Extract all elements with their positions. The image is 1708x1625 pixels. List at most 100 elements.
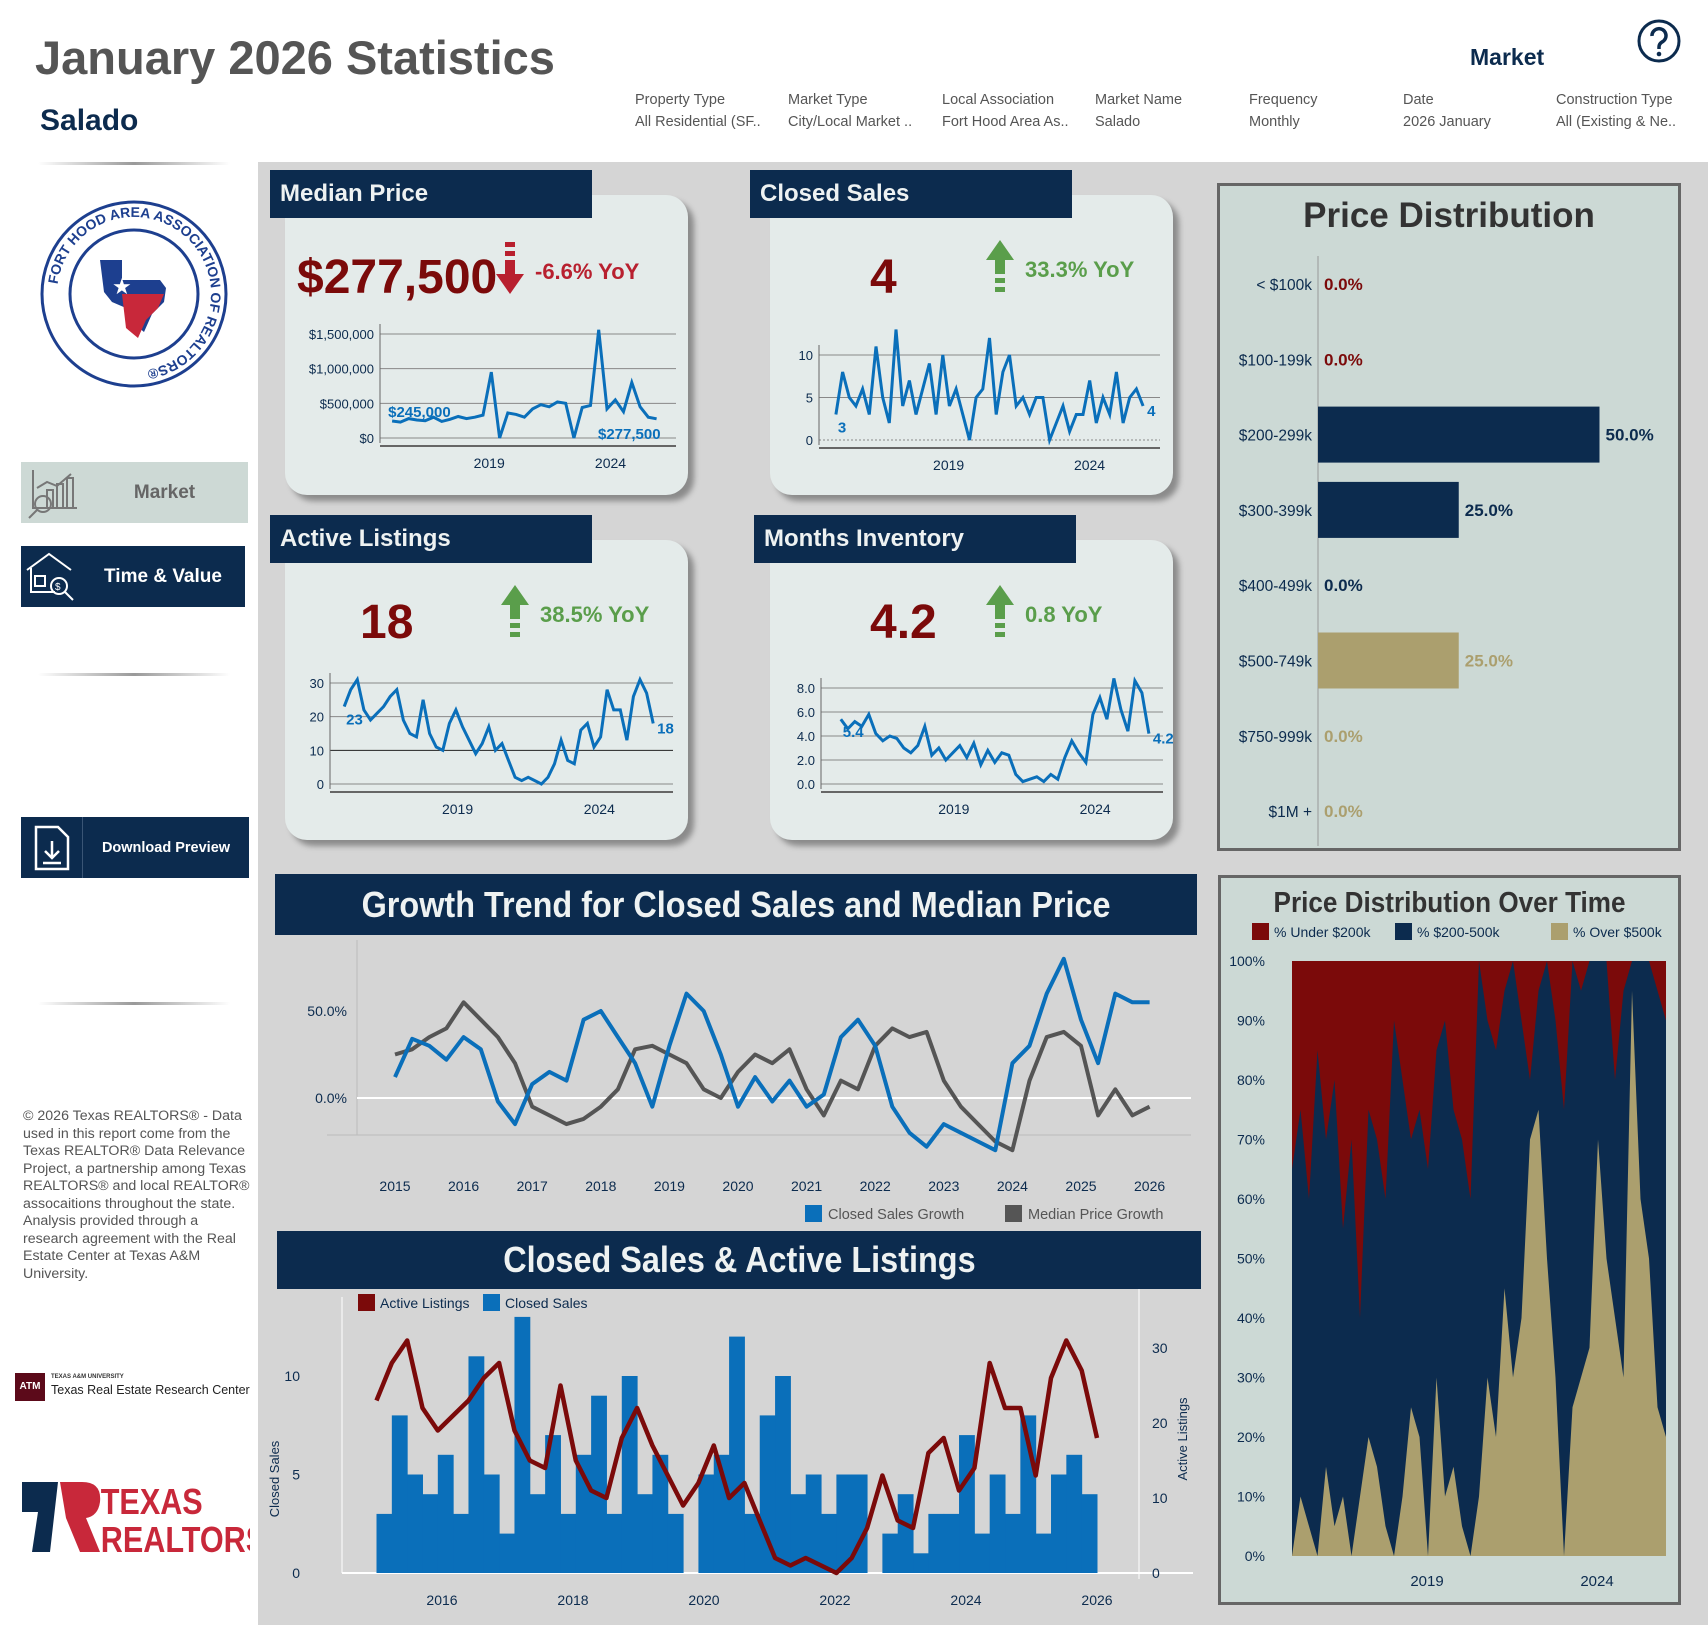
closed-sales-bar — [376, 1513, 393, 1573]
divider — [38, 673, 230, 676]
filter-value[interactable]: Monthly — [1249, 114, 1300, 130]
left-tick-label: 5 — [292, 1467, 300, 1483]
growth-trend-title: Growth Trend for Closed Sales and Median… — [361, 884, 1111, 925]
closed-sales-bar — [805, 1474, 822, 1573]
nav-time-value-button[interactable]: $ Time & Value — [21, 546, 245, 607]
closed-sales-bar — [1051, 1474, 1067, 1573]
closed-sales-bar — [468, 1356, 485, 1573]
download-preview-button[interactable]: Download Preview — [21, 817, 249, 878]
filter-value[interactable]: City/Local Market .. — [788, 114, 913, 130]
house-dollar-magnifier-icon: $ — [21, 548, 81, 606]
category-label: $1M + — [1268, 804, 1312, 821]
closed-sales-bar — [391, 1415, 408, 1573]
end-value-label: 4 — [1147, 403, 1156, 420]
filter-value[interactable]: Salado — [1095, 114, 1141, 130]
y-tick-label: $0 — [360, 431, 374, 446]
divider — [38, 1002, 230, 1005]
svg-text:$: $ — [55, 582, 61, 593]
y-tick-label: 90% — [1237, 1013, 1265, 1029]
y-tick-label: 0% — [1245, 1548, 1265, 1564]
x-tick-label: 2019 — [938, 801, 969, 817]
x-tick-label: 2019 — [442, 801, 473, 817]
filter-local-association[interactable]: Local Association Fort Hood Area As.. — [942, 92, 1092, 130]
closed-active-chart: 0 5 10 0 10 20 30 2016 2018 2020 2022 2024 2026 Close… — [267, 1289, 1193, 1608]
filter-market-name[interactable]: Market Name Salado — [1095, 92, 1245, 130]
x-tick-label: 2024 — [950, 1592, 981, 1608]
chart-magnifier-icon — [21, 464, 81, 522]
y-tick-label: 0.0 — [797, 777, 815, 792]
tamu-name: Texas Real Estate Research Center — [51, 1383, 250, 1397]
x-tick-label: 2022 — [860, 1178, 891, 1194]
left-axis-title: Closed Sales — [267, 1440, 282, 1517]
y-tick-label: 2.0 — [797, 753, 815, 768]
end-value-label: $277,500 — [598, 426, 661, 443]
series-line-median-price-growth — [394, 1000, 1151, 1153]
bar-value-label: 0.0% — [1324, 727, 1363, 746]
kpi-card-closed-sales: 4 33.3% YoY 0 5 10 2019 2024 3 4 — [770, 195, 1173, 495]
filter-label: Date — [1403, 92, 1434, 108]
filter-value[interactable]: All (Existing & Ne.. — [1556, 114, 1677, 130]
legend-swatch — [1252, 923, 1269, 940]
x-tick-label: 2024 — [997, 1178, 1028, 1194]
arrow-up-icon — [985, 585, 1015, 641]
closed-sales-bar — [499, 1533, 515, 1573]
divider — [38, 162, 230, 165]
x-tick-label: 2021 — [791, 1178, 822, 1194]
closed-sales-bar — [529, 1494, 546, 1573]
price-distribution-panel: Price Distribution < $100k 0.0% $100-199k 0… — [1217, 183, 1681, 851]
kpi-card-median-price: $277,500 -6.6% YoY $0 $500,000 $1,000,000 $1,… — [285, 195, 688, 495]
closed-sales-bar — [989, 1474, 1006, 1573]
closed-sales-bar — [959, 1435, 975, 1573]
nav-market-button[interactable]: Market — [21, 462, 248, 523]
filter-date[interactable]: Date 2026 January — [1403, 92, 1553, 130]
x-tick-label: 2024 — [595, 455, 626, 471]
right-tick-label: 20 — [1152, 1415, 1168, 1431]
left-tick-label: 0 — [292, 1565, 300, 1581]
closed-sales-bar — [928, 1513, 945, 1573]
bar-value-label: 0.0% — [1324, 576, 1363, 595]
kpi-title: Months Inventory — [754, 515, 1076, 563]
closed-sales-bar — [667, 1513, 684, 1573]
kpi-value: 18 — [360, 596, 414, 649]
help-icon[interactable] — [1636, 18, 1682, 64]
category-label: $100-199k — [1239, 352, 1313, 369]
closed-active-title: Closed Sales & Active Listings — [502, 1239, 976, 1280]
filter-label: Property Type — [635, 92, 726, 108]
x-tick-label: 2020 — [722, 1178, 753, 1194]
filter-label: Market Name — [1095, 92, 1183, 108]
closed-sales-bar — [897, 1494, 914, 1573]
category-label: $750-999k — [1239, 729, 1313, 746]
price-distribution-over-time-panel: Price Distribution Over Time 0% 10% 20% 30%… — [1218, 875, 1681, 1605]
right-tick-label: 0 — [1152, 1565, 1160, 1581]
y-tick-label: $500,000 — [320, 396, 374, 411]
end-value-label: 18 — [657, 720, 674, 737]
sparkline — [342, 675, 655, 786]
area-over-500k — [1292, 990, 1666, 1556]
association-logo: FORT HOOD AREA ASSOCIATION OF REALTORS® … — [38, 198, 230, 390]
y-tick-label: 20 — [310, 710, 324, 725]
bar-value-label: 25.0% — [1465, 501, 1513, 520]
filter-frequency[interactable]: Frequency Monthly — [1249, 92, 1399, 130]
legend-label: Median Price Growth — [1028, 1207, 1163, 1223]
y-tick-label: 50.0% — [307, 1003, 347, 1019]
kpi-title: Closed Sales — [750, 170, 1072, 218]
filter-construction-type[interactable]: Construction Type All (Existing & Ne.. — [1556, 92, 1706, 130]
y-tick-label: 4.0 — [797, 729, 815, 744]
category-label: $500-749k — [1239, 654, 1313, 671]
view-label: Market — [1470, 44, 1545, 70]
closed-sales-bar — [821, 1513, 837, 1573]
legend-swatch — [1551, 923, 1568, 940]
arrow-down-icon — [495, 240, 525, 296]
filter-value[interactable]: Fort Hood Area As.. — [942, 114, 1069, 130]
closed-sales-bar — [882, 1533, 899, 1573]
kpi-yoy: 38.5% YoY — [540, 602, 650, 627]
right-axis-title: Active Listings — [1175, 1397, 1190, 1481]
filter-property-type[interactable]: Property Type All Residential (SF.. — [635, 92, 785, 130]
filter-value[interactable]: 2026 January — [1403, 114, 1491, 130]
price-distribution-title: Price Distribution — [1303, 196, 1595, 235]
filter-market-type[interactable]: Market Type City/Local Market .. — [788, 92, 938, 130]
filter-value[interactable]: All Residential (SF.. — [635, 114, 761, 130]
bar-value-label: 0.0% — [1324, 275, 1363, 294]
closed-sales-bar — [483, 1474, 500, 1573]
legend-label: % Over $500k — [1573, 924, 1663, 940]
